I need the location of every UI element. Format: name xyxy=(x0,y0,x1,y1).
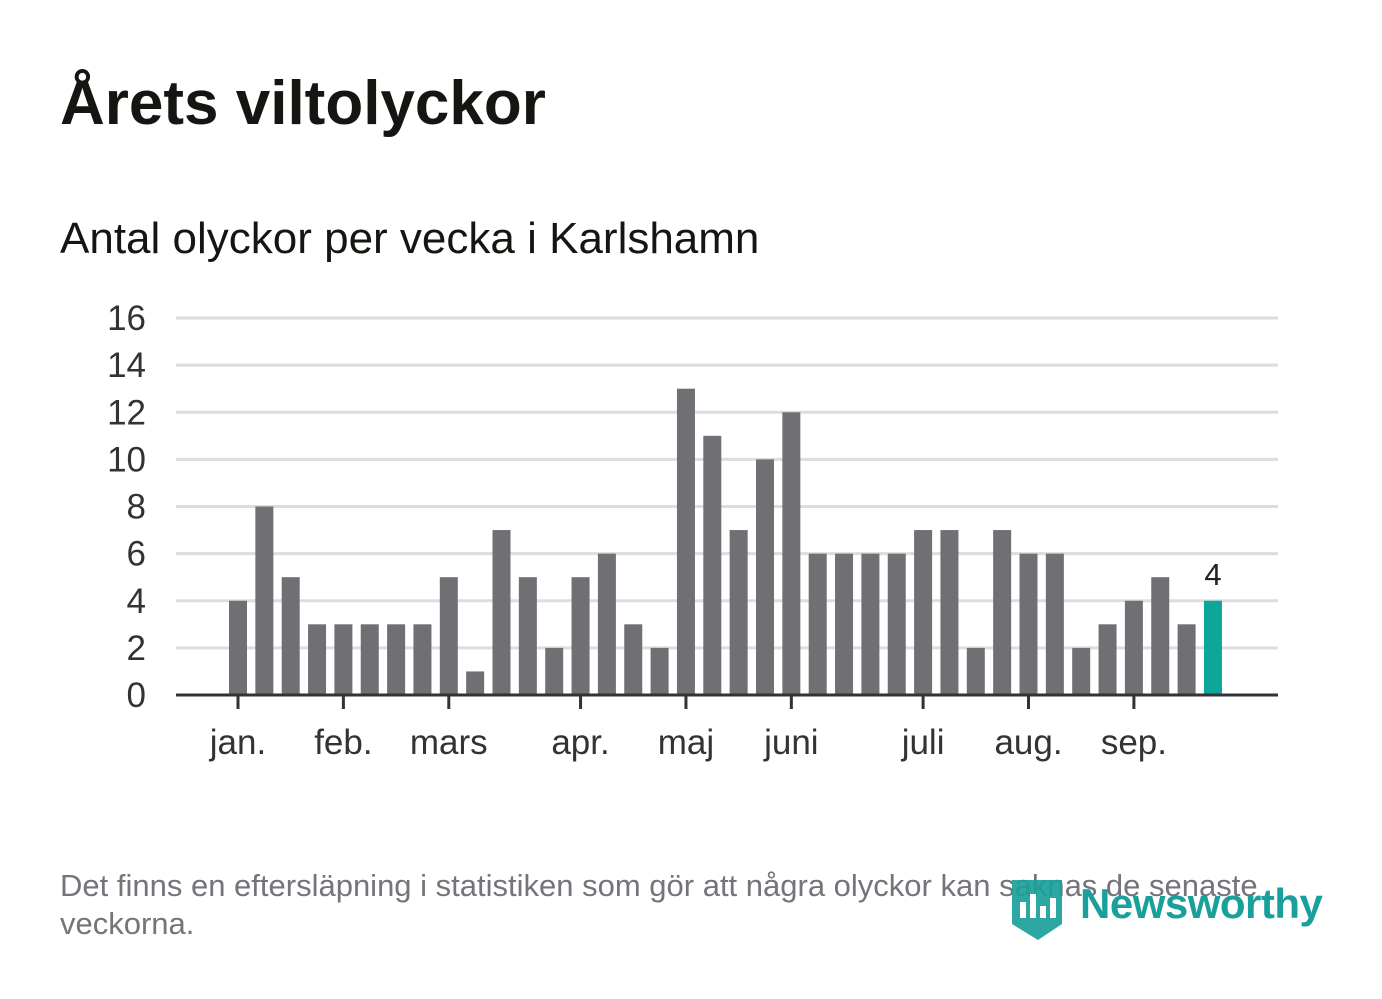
bar xyxy=(1151,577,1170,695)
newsworthy-logo: Newsworthy xyxy=(1010,876,1323,942)
bar xyxy=(492,530,511,695)
bar xyxy=(861,553,880,695)
bar xyxy=(1177,624,1196,695)
bar xyxy=(597,553,616,695)
bar xyxy=(255,506,274,695)
chart-subtitle: Antal olyckor per vecka i Karlshamn xyxy=(60,214,760,263)
y-tick-label: 14 xyxy=(107,346,146,385)
bar xyxy=(281,577,300,695)
bar xyxy=(308,624,327,695)
bar xyxy=(1072,647,1091,695)
y-tick-label: 0 xyxy=(127,676,146,715)
newsworthy-logo-icon xyxy=(1012,880,1062,940)
bar xyxy=(729,530,748,695)
bar xyxy=(993,530,1012,695)
bar xyxy=(650,647,669,695)
data-label: 4 xyxy=(1204,557,1221,592)
y-tick-label: 10 xyxy=(107,440,146,479)
x-tick-label: jan. xyxy=(209,723,266,762)
x-tick-label: apr. xyxy=(551,723,609,762)
bar xyxy=(1124,600,1143,695)
bar xyxy=(545,647,564,695)
x-tick-label: sep. xyxy=(1101,723,1167,762)
bar xyxy=(439,577,458,695)
bar xyxy=(466,671,485,695)
y-tick-label: 4 xyxy=(127,582,146,621)
bar xyxy=(676,388,695,695)
bar xyxy=(914,530,933,695)
bar xyxy=(782,412,801,695)
bar xyxy=(940,530,959,695)
y-tick-label: 16 xyxy=(107,299,146,338)
bar xyxy=(518,577,537,695)
x-tick-label: feb. xyxy=(314,723,372,762)
bar-highlight xyxy=(1203,600,1222,695)
x-tick-label: juni xyxy=(763,723,818,762)
bar xyxy=(808,553,827,695)
y-tick-label: 2 xyxy=(127,629,146,668)
bar xyxy=(387,624,406,695)
bar xyxy=(1098,624,1117,695)
bar xyxy=(1019,553,1038,695)
x-tick-label: maj xyxy=(658,723,714,762)
bar xyxy=(360,624,379,695)
bar xyxy=(835,553,854,695)
bar xyxy=(756,459,774,695)
bar xyxy=(413,624,432,695)
bar xyxy=(887,553,906,695)
bar xyxy=(624,624,643,695)
bar xyxy=(1045,553,1064,695)
y-tick-label: 8 xyxy=(127,488,146,527)
y-tick-label: 6 xyxy=(127,535,146,574)
bar xyxy=(334,624,353,695)
logo-text: Newsworthy xyxy=(1080,880,1323,927)
bar-chart: 0 2 4 6 8 10 12 14 16 4 jan. feb. mars apr. maj juni jul… xyxy=(107,299,1278,762)
bar xyxy=(571,577,590,695)
bar xyxy=(703,435,722,695)
x-tick-label: mars xyxy=(410,723,488,762)
y-tick-label: 12 xyxy=(107,393,146,432)
x-tick-label: aug. xyxy=(994,723,1062,762)
bar xyxy=(229,600,247,695)
x-tick-label: juli xyxy=(901,723,945,762)
bar xyxy=(966,647,985,695)
chart-title: Årets viltolyckor xyxy=(60,69,546,138)
